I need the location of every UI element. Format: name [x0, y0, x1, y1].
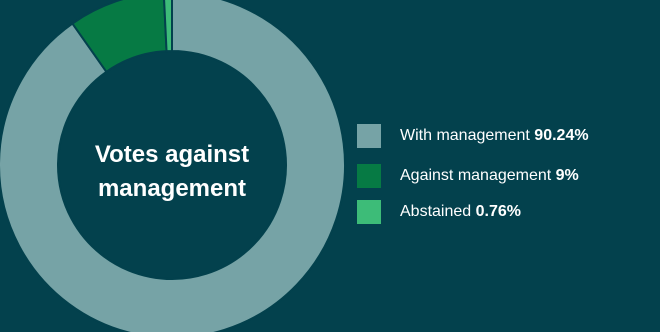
legend-text-abstained: Abstained 0.76% [400, 200, 521, 224]
chart-title-line-1: Votes against [95, 141, 249, 168]
legend-item-with-management: With management 90.24% [357, 124, 589, 148]
legend-item-abstained: Abstained 0.76% [357, 200, 521, 224]
donut-slices [0, 0, 346, 332]
legend-text-against-management: Against management 9% [400, 164, 579, 188]
legend-swatch-against-management [357, 164, 381, 188]
slice-with-management [0, 0, 346, 332]
legend-label-with-management: With management [400, 127, 530, 144]
legend-value-against-management: 9% [555, 167, 579, 184]
legend-label-against-management: Against management [400, 167, 552, 184]
legend-swatch-with-management [357, 124, 381, 148]
legend-item-against-management: Against management 9% [357, 164, 579, 188]
slice-abstained [163, 0, 173, 53]
legend-swatch-abstained [357, 200, 381, 224]
legend-value-abstained: 0.76% [475, 203, 521, 220]
legend-text-with-management: With management 90.24% [400, 124, 589, 148]
legend-label-abstained: Abstained [400, 203, 472, 220]
chart-title-line-2: management [98, 175, 246, 202]
legend-value-with-management: 90.24% [534, 127, 589, 144]
